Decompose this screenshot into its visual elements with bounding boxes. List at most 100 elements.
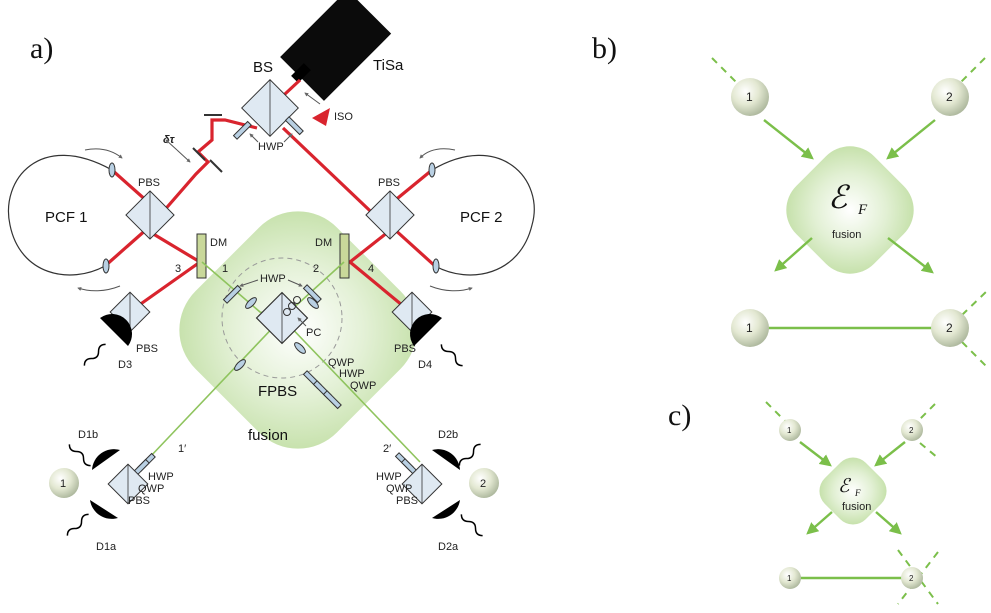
pcf2-flow-arrow-bottom: [429, 285, 473, 292]
b-node-1-bottom: [731, 309, 769, 347]
qwp-d1-label: QWP: [138, 483, 164, 495]
pbs-pcf1-label: PBS: [138, 177, 160, 189]
pcf2-lens-top: [428, 162, 436, 178]
c-fusion-gate: [819, 457, 887, 525]
pcf1-fiber-loop: [8, 154, 113, 276]
pbs-d1-label: PBS: [128, 495, 150, 507]
c-gate-symbol: ℰ: [838, 476, 852, 497]
c-node-1-top-label: 1: [787, 426, 792, 435]
c-node-1-bottom: [779, 567, 801, 589]
b-node-1-top: [731, 78, 769, 116]
hwp-bs-right: [284, 116, 304, 136]
hwp-bs-left: [232, 120, 252, 140]
b-node-1-bottom-label: 1: [746, 321, 753, 335]
pcf1-output-beam: [103, 226, 150, 268]
lens-output-1: [234, 359, 246, 371]
panel-label-b: b): [592, 32, 617, 65]
b-arrow-out-2: [887, 237, 934, 274]
d2b-label: D2b: [438, 429, 458, 441]
dm-left-label: DM: [210, 237, 227, 249]
tisa-label: TiSa: [373, 57, 404, 74]
d1b-cable: [68, 444, 91, 467]
detector-d1b: [92, 449, 120, 470]
port-1-label: 1: [222, 263, 228, 275]
fpbs-label: FPBS: [258, 383, 297, 400]
b-node-2-top: [931, 78, 969, 116]
laser-aperture: [291, 63, 311, 83]
pcf2-lens-bottom: [432, 258, 440, 274]
b-dashed-edge-3: [961, 289, 989, 316]
qubit-1-ball-setup: [49, 468, 79, 498]
c-arrow-out-2: [875, 511, 902, 535]
photon-beam-2p: [281, 317, 421, 463]
hwp-arm-1: [222, 284, 242, 304]
pcf1-lens-bottom: [102, 258, 110, 274]
pcf1-label: PCF 1: [45, 209, 88, 226]
b-arrow-in-1: [763, 119, 814, 160]
hwp-stack-label: HWP: [339, 368, 365, 380]
detector-d2a: [432, 500, 460, 519]
b-gate-symbol: ℰ: [828, 179, 851, 215]
panel-label-c: c): [668, 399, 691, 432]
qwp-stack-2: [322, 390, 342, 410]
pcf2-flow-arrow-top: [419, 148, 456, 159]
dichroic-mirror-right: [339, 233, 350, 279]
detector-d4: [410, 314, 442, 346]
lens-output-2: [294, 342, 306, 354]
port-4-label: 4: [368, 263, 374, 275]
fiber-pbs: [255, 291, 309, 345]
port-2p-label: 2′: [383, 443, 391, 455]
dichroic-mirror-left: [196, 233, 207, 279]
d4-cable: [440, 344, 463, 367]
d3-cable: [83, 343, 106, 366]
pbs-d4-label: PBS: [394, 343, 416, 355]
c-node-2-top-label: 2: [909, 426, 914, 435]
b-node-2-bottom-label: 2: [946, 321, 953, 335]
detector-d3: [100, 313, 133, 346]
fpbs-dashed-circle: [221, 257, 343, 379]
pump-beam-right: [281, 126, 387, 227]
b-node-1-top-label: 1: [746, 90, 753, 104]
lens-arm-1: [245, 297, 257, 309]
detector-d2b: [432, 449, 460, 470]
dm-right-label: DM: [315, 237, 332, 249]
pcf2-input-beam: [391, 168, 434, 204]
c-dashed-edge-4: [897, 549, 939, 605]
b-node-2-bottom: [931, 309, 969, 347]
qwp-stack-label-2: QWP: [350, 380, 376, 392]
c-gate-label: fusion: [842, 501, 871, 513]
pc-label: PC: [306, 327, 321, 339]
c-gate-subscript: F: [854, 488, 861, 498]
pbs-pcf1: [125, 190, 175, 240]
hwp-arm-2: [302, 284, 322, 304]
delay-label: δτ: [163, 134, 175, 146]
c-arrow-out-1: [806, 511, 833, 535]
c-node-2-top: [901, 419, 923, 441]
b-gate-label: fusion: [832, 229, 861, 241]
qubit-2-ball-setup: [469, 468, 499, 498]
hwp-label-bs: HWP: [258, 141, 284, 153]
c-dashed-edge-2: [917, 403, 936, 422]
b-fusion-gate: [786, 146, 914, 274]
d1b-label: D1b: [78, 429, 98, 441]
b-node-2-top-label: 2: [946, 90, 953, 104]
tisa-laser: [280, 0, 392, 101]
isolator-label: ISO: [334, 111, 353, 123]
panel-label-a: a): [30, 32, 53, 65]
pbs-d1: [107, 463, 149, 505]
pcf2-output-beam: [391, 226, 437, 268]
bs-label: BS: [253, 59, 273, 76]
fusion-region: [179, 211, 417, 449]
c-dashed-edge-3: [919, 442, 939, 459]
qubit-1-setup-label: 1: [60, 478, 66, 490]
qwp-d2-label: QWP: [386, 483, 412, 495]
c-node-1-top: [779, 419, 801, 441]
d3-label: D3: [118, 359, 132, 371]
pcf1-input-beam: [110, 168, 150, 204]
detector-d1a: [90, 500, 118, 519]
c-arrow-in-2: [874, 441, 906, 467]
pcf2-fiber-loop: [431, 154, 535, 276]
idler-beam-4: [347, 230, 410, 312]
fusion-label-setup: fusion: [248, 427, 288, 444]
hwp-d1-label: HWP: [148, 471, 174, 483]
